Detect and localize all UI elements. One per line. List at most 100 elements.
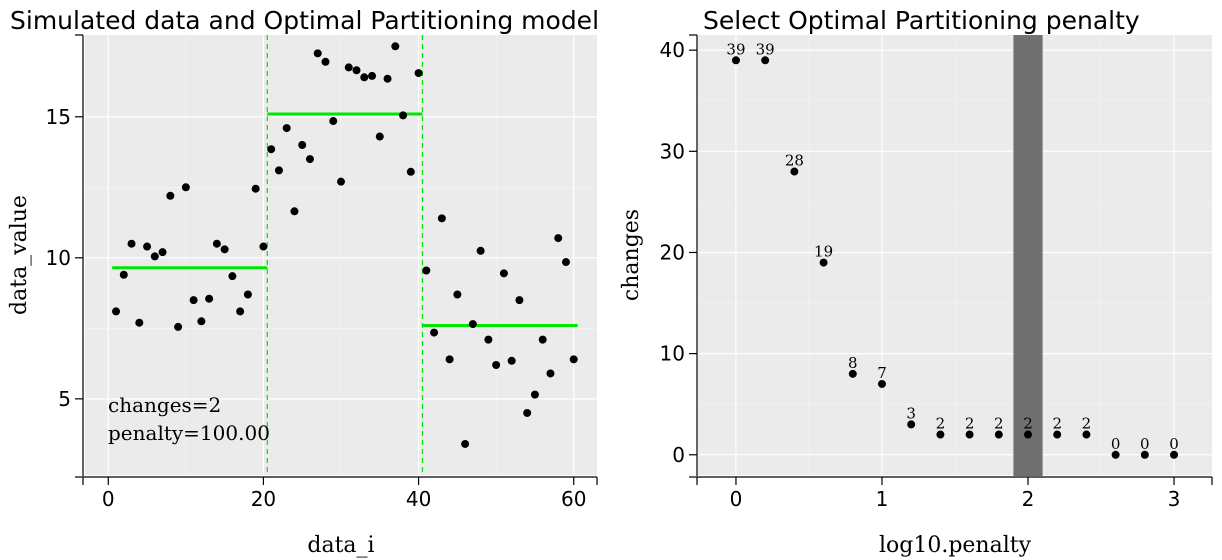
- data-point: [461, 439, 470, 448]
- penalty-point: [1053, 430, 1062, 439]
- penalty-point: [936, 430, 945, 439]
- data-point: [251, 184, 260, 193]
- data-point: [499, 269, 508, 278]
- data-point: [484, 335, 493, 344]
- penalty-point: [790, 167, 799, 176]
- data-point: [406, 167, 415, 176]
- right-x-axis-label: log10.penalty: [879, 533, 1032, 558]
- data-point: [561, 258, 570, 267]
- changes-annotation: changes=2: [108, 393, 221, 417]
- data-point: [150, 252, 159, 261]
- right-y-tick-label: 0: [672, 443, 685, 467]
- penalty-point-label: 2: [1082, 415, 1092, 433]
- left-panel: Simulated data and Optimal Partitioning …: [7, 6, 599, 558]
- data-point: [360, 73, 369, 82]
- data-point: [127, 239, 136, 248]
- penalty-point-label: 2: [1052, 415, 1062, 433]
- data-point: [174, 322, 183, 331]
- data-point: [166, 191, 175, 200]
- data-point: [515, 296, 524, 305]
- penalty-point-label: 2: [1023, 415, 1033, 433]
- left-y-tick-label: 10: [46, 246, 71, 270]
- data-point: [530, 390, 539, 399]
- left-x-tick-label: 60: [561, 487, 586, 511]
- penalty-point: [965, 430, 974, 439]
- left-x-axis-label: data_i: [307, 533, 374, 558]
- data-point: [507, 356, 516, 365]
- right-y-tick-label: 40: [660, 38, 685, 62]
- right-x-tick-label: 2: [1022, 487, 1035, 511]
- left-x-tick-label: 20: [251, 487, 276, 511]
- left-y-tick-label: 5: [58, 387, 71, 411]
- penalty-point-label: 19: [814, 243, 833, 261]
- data-point: [430, 328, 439, 337]
- data-point: [158, 248, 167, 257]
- data-point: [391, 42, 400, 51]
- right-x-tick-label: 0: [730, 487, 743, 511]
- penalty-point: [848, 369, 857, 378]
- data-point: [212, 239, 221, 248]
- penalty-point: [731, 56, 740, 65]
- left-y-tick-label: 15: [46, 105, 71, 129]
- penalty-point: [1170, 450, 1179, 459]
- penalty-point-label: 2: [936, 415, 946, 433]
- data-point: [197, 317, 206, 326]
- right-y-axis-label: changes: [619, 209, 644, 301]
- left-x-tick-label: 0: [102, 487, 115, 511]
- data-point: [344, 63, 353, 72]
- penalty-point: [1111, 450, 1120, 459]
- penalty-point-label: 39: [726, 40, 745, 58]
- data-point: [337, 177, 345, 186]
- data-point: [228, 272, 237, 281]
- penalty-point: [877, 379, 886, 388]
- data-point: [352, 66, 361, 75]
- left-x-tick-label: 40: [406, 487, 431, 511]
- data-point: [329, 117, 338, 126]
- data-point: [321, 57, 330, 66]
- data-point: [399, 111, 408, 120]
- right-selection-band-layer: [1013, 35, 1043, 476]
- data-point: [468, 320, 477, 329]
- data-point: [305, 155, 314, 164]
- data-point: [476, 246, 485, 255]
- data-point: [243, 290, 252, 299]
- data-point: [267, 145, 276, 154]
- data-point: [554, 234, 563, 243]
- data-point: [523, 408, 532, 417]
- penalty-point: [819, 258, 828, 267]
- data-point: [546, 369, 555, 378]
- left-data-points: [112, 42, 578, 448]
- right-y-tick-label: 10: [660, 342, 685, 366]
- left-axis-ticks: 0 20 40 60 5 10 15: [46, 34, 598, 511]
- data-point: [437, 214, 446, 223]
- penalty-point-label: 39: [756, 40, 775, 58]
- data-point: [189, 296, 198, 305]
- data-point: [538, 335, 547, 344]
- data-point: [313, 49, 322, 58]
- right-gridlines: [698, 35, 1212, 475]
- penalty-point: [1140, 450, 1149, 459]
- data-point: [259, 242, 268, 251]
- selected-penalty-band: [1013, 35, 1043, 476]
- data-point: [492, 361, 501, 369]
- right-x-tick-label: 1: [876, 487, 889, 511]
- data-point: [383, 74, 392, 83]
- data-point: [236, 307, 245, 316]
- penalty-point: [907, 420, 916, 429]
- penalty-point-label: 28: [785, 152, 804, 170]
- data-point: [290, 207, 299, 216]
- right-panel: Select Optimal Partitioning penalty 39 39…: [619, 6, 1213, 558]
- penalty-point-label: 8: [848, 354, 858, 372]
- data-point: [414, 69, 423, 78]
- penalty-point-label: 2: [994, 415, 1004, 433]
- data-point: [422, 266, 431, 275]
- penalty-point: [1024, 430, 1033, 439]
- penalty-point-label: 7: [877, 364, 887, 382]
- penalty-annotation: penalty=100.00: [108, 421, 270, 445]
- penalty-point-label: 0: [1169, 435, 1179, 453]
- data-point: [282, 124, 291, 133]
- data-point: [135, 318, 144, 327]
- left-chart-title: Simulated data and Optimal Partitioning …: [10, 6, 599, 35]
